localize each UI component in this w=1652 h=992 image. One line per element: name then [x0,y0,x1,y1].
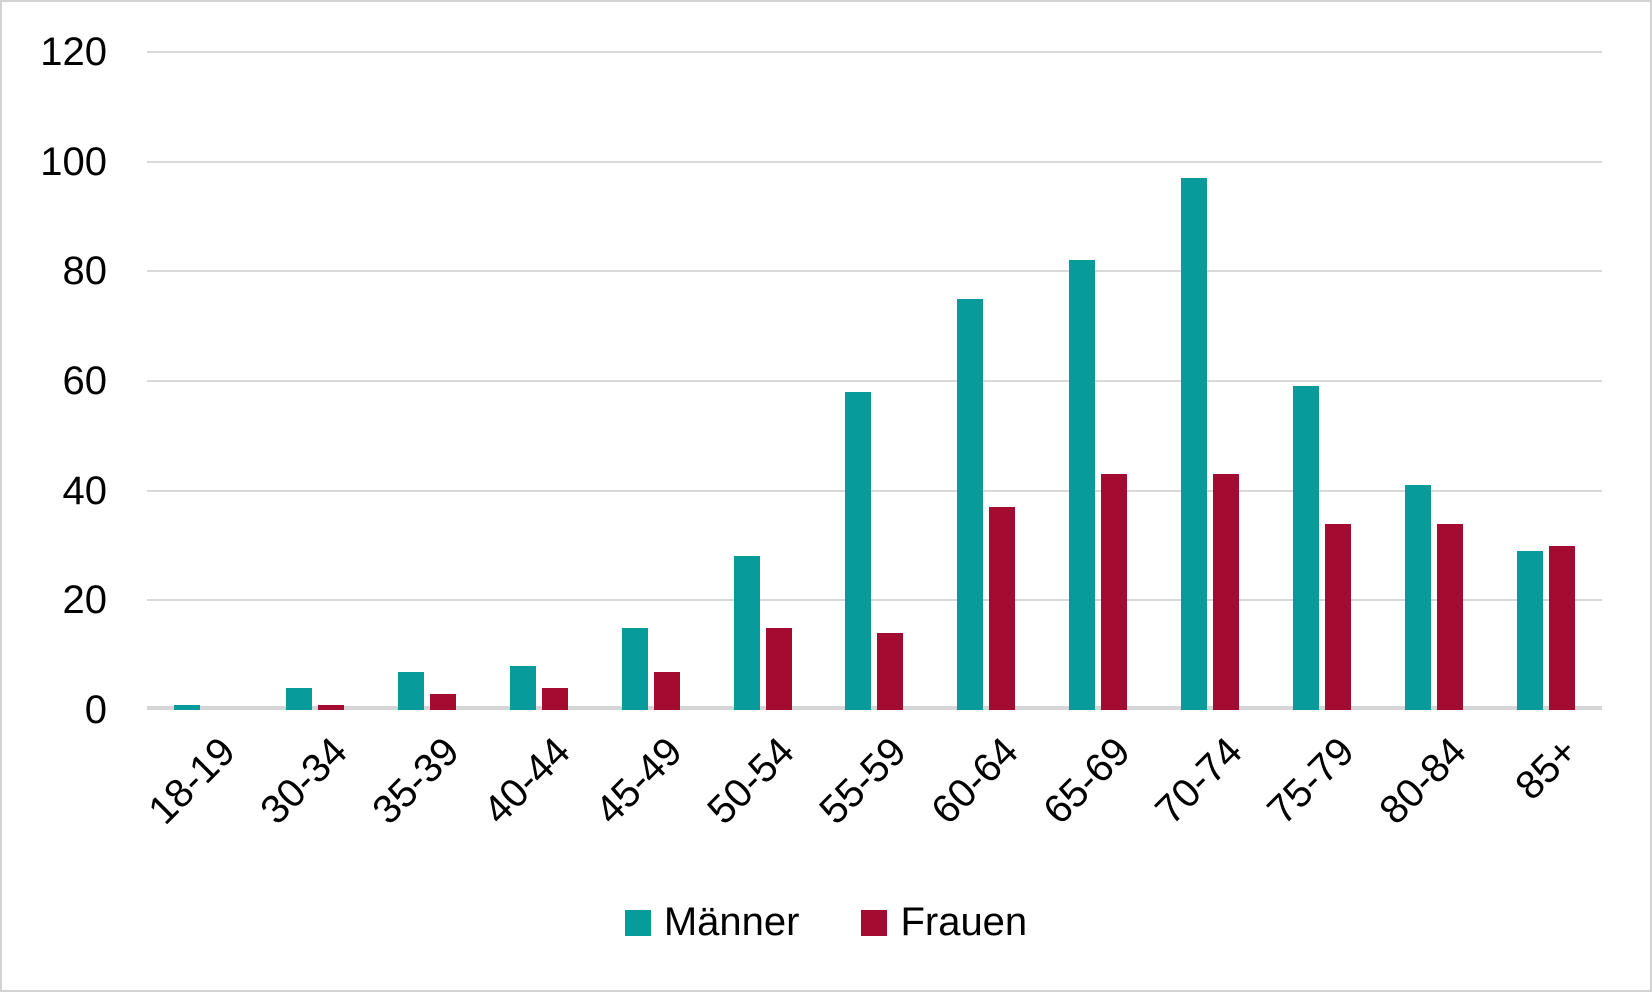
x-axis-label-65-69: 65-69 [1035,729,1139,833]
legend: Männer Frauen [2,900,1650,945]
bar-maenner-55-59 [845,391,872,710]
bar-group-45-49 [595,52,707,710]
bar-group-60-64 [930,52,1042,710]
y-axis-tick-label: 20 [62,578,108,623]
x-axis-label-40-44: 40-44 [475,729,580,833]
bar-maenner-80-84 [1405,485,1432,710]
y-axis-tick-label: 60 [62,359,108,403]
x-axis-label-70-74: 70-74 [1147,729,1251,833]
bar-group-85 [1490,52,1602,710]
bar-maenner-45-49 [621,627,648,710]
bar-frauen-45-49 [653,671,680,710]
x-axis-line [147,706,1602,710]
legend-item-maenner: Männer [624,900,800,945]
bar-maenner-30-34 [285,688,312,710]
bar-frauen-40-44 [541,688,568,710]
bar-group-75-79 [1266,52,1378,710]
y-axis-tick-label: 100 [40,139,107,184]
bar-group-80-84 [1378,52,1490,710]
bar-maenner-40-44 [509,666,536,710]
legend-label-frauen: Frauen [900,900,1028,944]
bar-group-40-44 [483,52,595,710]
bar-group-55-59 [819,52,931,710]
gridline [147,380,1602,382]
gridline [147,160,1602,163]
bar-group-30-34 [259,52,371,710]
bar-maenner-75-79 [1293,386,1320,710]
bar-group-35-39 [371,52,483,710]
x-axis-label-45-49: 45-49 [587,729,692,833]
y-axis-tick-label: 0 [84,688,107,732]
bar-frauen-30-34 [317,704,344,710]
bar-maenner-35-39 [397,671,424,710]
bar-frauen-75-79 [1325,523,1352,710]
y-axis-tick-label: 120 [40,30,107,74]
bar-frauen-55-59 [877,633,904,710]
bar-frauen-50-54 [765,627,792,710]
gridline [147,489,1602,492]
bar-frauen-35-39 [429,693,456,710]
x-axis-label-18-19: 18-19 [139,729,244,833]
x-axis-label-75-79: 75-79 [1259,729,1363,833]
bar-group-18-19 [147,52,259,710]
bar-group-70-74 [1154,52,1266,710]
legend-swatch-maenner-icon [624,909,651,936]
bar-group-65-69 [1042,52,1154,710]
bar-frauen-80-84 [1437,523,1464,710]
bar-maenner-70-74 [1181,178,1208,710]
x-axis-label-85: 85+ [1507,729,1587,809]
bar-maenner-85 [1517,550,1544,710]
gridline [147,51,1602,53]
x-axis-label-50-54: 50-54 [699,729,803,833]
bar-group-50-54 [707,52,819,710]
bar-frauen-60-64 [989,507,1016,710]
legend-label-maenner: Männer [663,900,800,944]
gridline [147,270,1602,273]
x-axis-label-80-84: 80-84 [1371,729,1475,833]
plot-area: 0 20 40 60 80 100 120 18-19 30-34 35-39 40-44 45-49… [40,30,1602,833]
x-axis-label-60-64: 60-64 [923,729,1027,833]
x-axis-label-55-59: 55-59 [811,729,915,833]
gridline [147,599,1602,602]
legend-swatch-frauen-icon [861,909,888,936]
x-axis-label-30-34: 30-34 [251,729,356,833]
bar-frauen-65-69 [1101,474,1128,710]
bar-frauen-85 [1549,545,1576,710]
bar-maenner-65-69 [1069,260,1096,710]
x-axis-label-35-39: 35-39 [363,729,468,833]
bar-maenner-50-54 [733,556,760,710]
bar-maenner-18-19 [173,704,200,710]
y-axis-tick-label: 80 [62,249,108,294]
bar-frauen-70-74 [1213,474,1240,710]
legend-item-frauen: Frauen [861,900,1027,945]
bar-maenner-60-64 [957,298,984,710]
y-axis-tick-label: 40 [62,468,108,513]
